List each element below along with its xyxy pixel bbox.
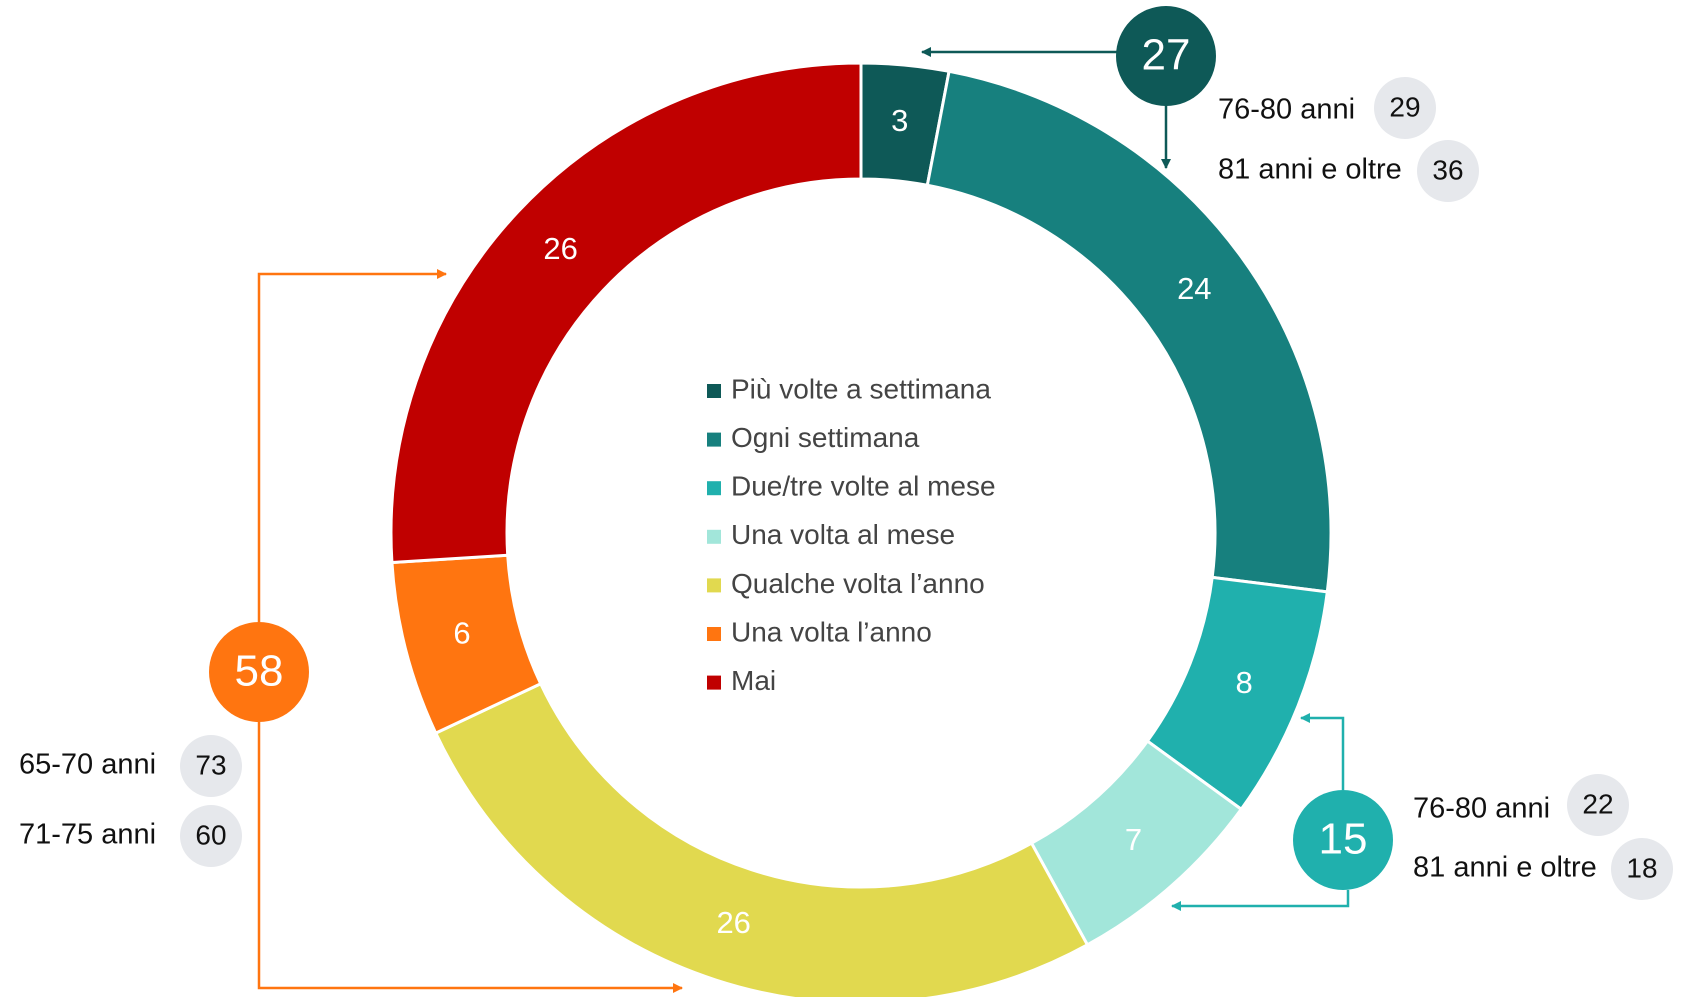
donut-segment [925,69,1333,594]
legend-label: Più volte a settimana [731,373,991,404]
legend-swatch [707,627,721,641]
segment-label: 3 [891,103,908,138]
legend-label: Una volta al mese [731,519,955,550]
group-value: 58 [235,647,284,696]
age-value: 22 [1582,788,1613,819]
age-badge [1567,774,1629,836]
legend-swatch [707,578,721,593]
legend-swatch [707,384,721,398]
age-value: 73 [195,749,226,780]
age-value: 60 [195,819,226,850]
legend-label: Qualche volta l’anno [731,568,985,599]
legend-swatch [707,481,721,496]
connectors [257,47,1350,993]
legend-swatch [707,529,721,544]
age-value: 36 [1432,154,1463,185]
age-label: 76-80 anni [1413,793,1550,825]
age-badge [180,805,242,867]
legend-label: Ogni settimana [731,422,920,453]
group-badge [1116,6,1216,106]
age-badge [1417,140,1479,202]
age-label: 81 anni e oltre [1413,852,1597,884]
age-label: 71-75 anni [19,819,156,851]
age-label: 81 anni e oltre [1218,154,1402,186]
legend-label: Una volta l’anno [731,616,932,647]
age-badge [180,735,242,797]
group-badge [209,622,309,722]
segment-label: 26 [716,905,750,940]
age-badge [1374,77,1436,139]
age-value: 29 [1389,91,1420,122]
donut-segment [389,61,863,565]
legend-label: Mai [731,665,776,696]
group-value: 15 [1319,815,1368,864]
segment-label: 8 [1235,665,1252,700]
group-badge [1293,790,1393,890]
segment-label: 7 [1125,822,1142,857]
segment-label: 24 [1177,271,1211,306]
legend-label: Due/tre volte al mese [731,471,996,502]
age-value: 18 [1626,852,1657,883]
group-value: 27 [1142,31,1191,80]
age-badge [1611,838,1673,900]
legend-swatch [707,675,721,690]
age-label: 65-70 anni [19,749,156,781]
segment-label: 6 [453,616,470,651]
donut-segment [433,681,1090,997]
age-label: 76-80 anni [1218,94,1355,126]
segment-label: 26 [543,231,577,266]
legend-swatch [707,432,721,447]
